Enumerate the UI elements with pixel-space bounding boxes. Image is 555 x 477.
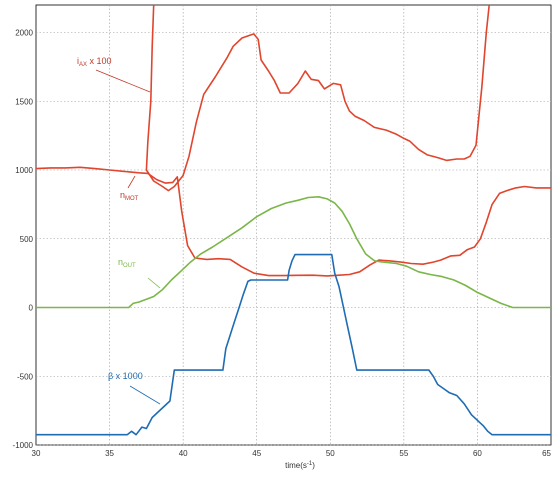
x-tick-label: 55 [399, 449, 408, 458]
x-tick-label: 65 [542, 449, 551, 458]
x-tick-label: 35 [105, 449, 114, 458]
annotation-nout-main: n [118, 257, 123, 267]
annotation-iax: iAX x 100 [77, 56, 151, 93]
x-tick-label: 50 [326, 449, 335, 458]
annotation-beta: β x 1000 [108, 371, 161, 405]
annotation-iax-arrow [95, 69, 151, 93]
svg-text:nOUT: nOUT [118, 257, 136, 269]
y-tick-label: -1000 [13, 441, 34, 450]
annotation-nmot-sub: MOT [125, 196, 139, 202]
series-iax-line [145, 5, 490, 192]
annotation-nmot-arrow [127, 175, 136, 189]
annotation-iax-rest: x 100 [87, 56, 112, 66]
x-tick-label: 30 [32, 449, 41, 458]
annotation-beta-text: β x 1000 [108, 371, 143, 381]
y-tick-label: 0 [29, 304, 34, 313]
annotation-iax-main: i [77, 56, 79, 66]
series-nout-line [36, 196, 551, 309]
annotation-beta-arrow [129, 385, 161, 405]
annotation-nmot-main: n [120, 190, 125, 200]
y-tick-label: 1500 [15, 97, 33, 106]
series-lines [36, 5, 551, 436]
annotation-nout: nOUT [118, 257, 161, 289]
svg-text:iAX x 100: iAX x 100 [77, 56, 112, 68]
x-axis-label: time(s-1) [285, 461, 315, 470]
x-tick-label: 40 [179, 449, 188, 458]
x-tick-label: 60 [473, 449, 482, 458]
plot-area [35, 4, 552, 446]
annotation-nout-sub: OUT [123, 263, 136, 269]
y-tick-label: -500 [17, 372, 34, 381]
y-tick-label: 500 [20, 235, 34, 244]
series-nmot-line [36, 166, 551, 277]
y-tick-label: 2000 [15, 29, 33, 38]
annotation-nout-arrow [147, 277, 161, 289]
y-tick-label: 1000 [15, 166, 33, 175]
annotation-iax-sub: AX [79, 62, 87, 68]
tick-labels: 30 35 40 45 50 55 60 65 -1000 -500 0 500 1000 1500 200… [13, 29, 552, 459]
svg-text:nMOT: nMOT [120, 190, 139, 202]
annotation-nmot: nMOT [120, 175, 139, 202]
x-tick-label: 45 [252, 449, 261, 458]
series-beta-line [36, 253, 551, 436]
